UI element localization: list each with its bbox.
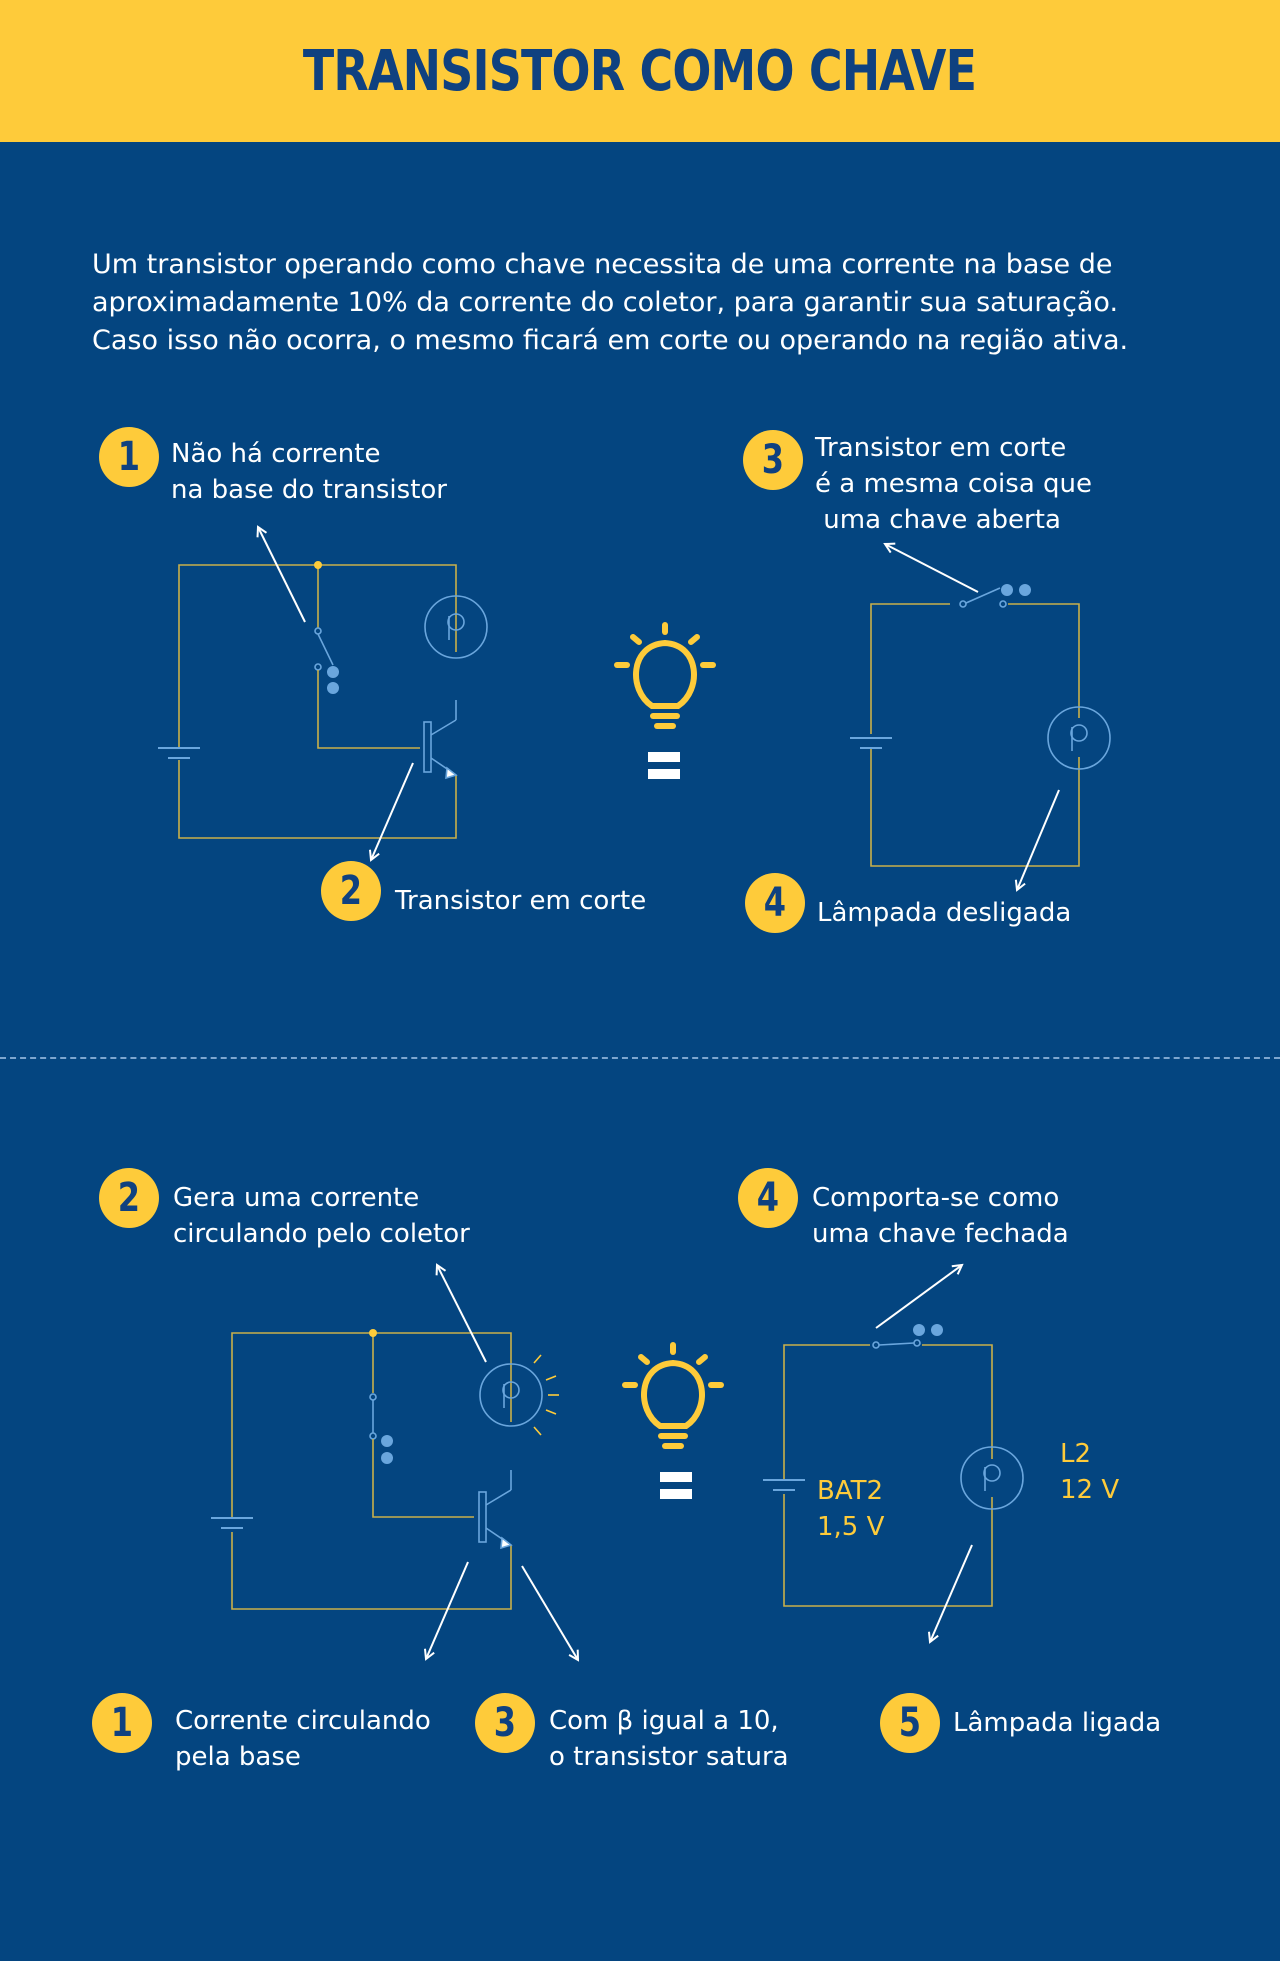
step-2-label: Transistor em corte — [395, 886, 647, 916]
transistor-icon — [423, 700, 458, 780]
lamp-icon — [424, 595, 488, 659]
step-2-label: Gera uma corrente circulando pelo coleto… — [173, 1183, 470, 1249]
light-rays-icon — [533, 1354, 559, 1436]
step-4-label: Lâmpada desligada — [817, 898, 1072, 928]
bottom-transistor-circuit — [211, 1265, 578, 1660]
battery-icon — [763, 1479, 805, 1491]
step-3-label: Com β igual a 10, o transistor satura — [549, 1706, 789, 1772]
step-5-label: Lâmpada ligada — [953, 1708, 1162, 1738]
battery-label: BAT2 1,5 V — [817, 1476, 885, 1542]
closed-switch-icon — [369, 1393, 393, 1464]
intro-line: Caso isso não ocorra, o mesmo ficará em … — [92, 325, 1129, 356]
equals-icon — [660, 1472, 692, 1499]
battery-icon — [158, 747, 200, 759]
equals-icon — [648, 752, 680, 779]
closed-switch-icon — [870, 1324, 943, 1349]
intro-line: aproximadamente 10% da corrente do colet… — [92, 287, 1119, 318]
header-bar: TRANSISTOR COMO CHAVE — [0, 0, 1280, 142]
lamp-icon — [479, 1363, 543, 1427]
page-title: TRANSISTOR COMO CHAVE — [303, 38, 977, 104]
step-1-label: Não há corrente na base do transistor — [171, 439, 447, 505]
open-switch-icon — [314, 627, 339, 694]
lamp-label: L2 12 V — [1060, 1439, 1120, 1505]
transistor-icon — [478, 1470, 513, 1550]
section-divider — [0, 1057, 1280, 1059]
step-badge: 4 — [745, 873, 805, 933]
battery-icon — [850, 737, 892, 749]
step-badge: 1 — [92, 1693, 152, 1753]
step-badge: 1 — [99, 427, 159, 487]
step-badge: 3 — [743, 430, 803, 490]
intro-line: Um transistor operando como chave necess… — [92, 249, 1113, 280]
battery-icon — [211, 1517, 253, 1529]
intro-paragraph: Um transistor operando como chave necess… — [92, 246, 1212, 360]
lamp-icon — [960, 1446, 1024, 1510]
step-badge: 2 — [99, 1168, 159, 1228]
step-3-label: Transistor em corte é a mesma coisa que … — [815, 433, 1092, 535]
step-4-label: Comporta-se como uma chave fechada — [812, 1183, 1069, 1249]
lightbulb-icon — [614, 622, 716, 729]
step-badge: 5 — [880, 1693, 940, 1753]
step-badge: 2 — [321, 861, 381, 921]
step-1-label: Corrente circulando pela base — [175, 1706, 431, 1772]
open-switch-icon — [959, 584, 1031, 608]
lamp-icon — [1047, 706, 1111, 770]
bottom-switch-circuit — [763, 1265, 1024, 1642]
lightbulb-icon — [622, 1342, 724, 1449]
top-transistor-circuit — [158, 527, 488, 860]
step-badge: 4 — [738, 1168, 798, 1228]
top-switch-circuit — [850, 544, 1111, 890]
step-badge: 3 — [475, 1693, 535, 1753]
